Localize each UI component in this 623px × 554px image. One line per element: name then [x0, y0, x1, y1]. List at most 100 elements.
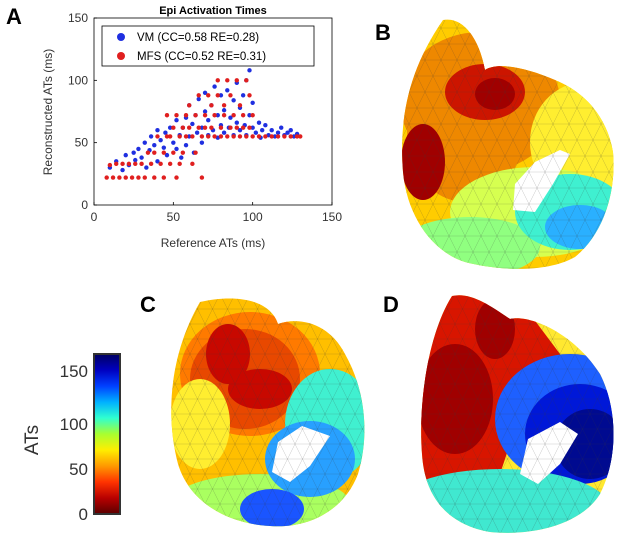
data-point-mfs: [212, 113, 217, 118]
mesh-triangle: [370, 294, 375, 309]
mesh-triangle: [560, 107, 578, 125]
mesh-triangle: [514, 383, 531, 400]
mesh-triangle: [189, 443, 206, 460]
mesh-triangle: [440, 219, 458, 237]
mesh-triangle: [514, 353, 531, 370]
mesh-triangle: [324, 413, 341, 430]
mesh-triangle: [174, 353, 191, 370]
mesh-triangle: [317, 368, 333, 385]
mesh-triangle: [576, 107, 594, 125]
mesh-triangle: [456, 219, 474, 237]
mesh-triangle: [522, 398, 538, 415]
data-point-mfs: [129, 175, 135, 180]
mesh-triangle: [544, 295, 561, 310]
mesh-triangle: [339, 383, 356, 400]
mesh-triangle: [439, 353, 456, 370]
data-point-mfs: [110, 175, 116, 180]
mesh-triangle: [182, 518, 198, 527]
mesh-triangle: [182, 428, 198, 445]
mesh-triangle: [402, 235, 418, 253]
mesh-triangle: [279, 323, 296, 340]
mesh-triangle: [424, 295, 441, 310]
data-point-mfs: [183, 134, 189, 139]
mesh-triangle: [492, 398, 508, 415]
data-point-mfs: [104, 175, 109, 180]
mesh-triangle: [212, 518, 228, 527]
mesh-triangle: [242, 428, 258, 445]
mesh-triangle: [257, 428, 273, 445]
mesh-triangle: [512, 19, 530, 29]
mesh-triangle: [362, 338, 365, 355]
data-point-mfs: [298, 134, 303, 139]
mesh-triangle: [302, 398, 318, 415]
mesh-triangle: [227, 488, 243, 505]
mesh-triangle: [576, 203, 594, 221]
mesh-triangle: [421, 518, 433, 533]
mesh-triangle: [537, 488, 553, 505]
data-point-mfs: [193, 113, 198, 118]
mesh-triangle: [480, 235, 498, 253]
mesh-triangle: [484, 473, 501, 490]
mesh-triangle: [242, 488, 258, 505]
mesh-triangle: [512, 43, 530, 61]
mesh-triangle: [354, 413, 365, 430]
data-point-mfs: [228, 125, 233, 130]
mesh-triangle: [529, 323, 546, 340]
mesh-triangle: [402, 123, 410, 141]
mesh-triangle: [597, 338, 613, 355]
mesh-triangle: [568, 155, 586, 173]
mesh-triangle: [544, 235, 562, 253]
mesh-triangle: [317, 518, 333, 527]
data-point-mfs: [209, 103, 214, 108]
mesh-triangle: [499, 353, 516, 370]
data-point-mfs: [139, 161, 144, 167]
mesh-triangle: [197, 458, 213, 475]
mesh-triangle: [512, 75, 530, 93]
mesh-triangle: [294, 443, 311, 460]
data-point-vm: [221, 108, 227, 113]
mesh-triangle: [339, 298, 356, 310]
mesh-triangle: [385, 44, 401, 60]
mesh-triangle: [456, 155, 474, 173]
mesh-triangle: [440, 155, 458, 173]
mesh-triangle: [408, 251, 426, 269]
mesh-triangle: [504, 123, 522, 141]
mesh-triangle: [488, 123, 506, 141]
mesh-triangle: [264, 413, 281, 430]
mesh-triangle: [454, 383, 471, 400]
data-point-mfs: [155, 134, 160, 139]
mesh-triangle: [362, 368, 365, 385]
mesh-triangle: [416, 139, 434, 157]
mesh-triangle: [472, 155, 490, 173]
mesh-triangle: [568, 187, 586, 205]
mesh-triangle: [249, 383, 266, 400]
mesh-triangle: [480, 139, 498, 157]
data-point-vm: [171, 140, 176, 145]
mesh-triangle: [512, 267, 530, 269]
data-point-mfs: [161, 150, 167, 155]
mesh-triangle: [612, 308, 614, 325]
mesh-triangle: [402, 107, 418, 125]
mesh-triangle: [272, 428, 288, 445]
mesh-triangle: [456, 187, 474, 205]
y-tick-label: 0: [81, 198, 88, 212]
mesh-triangle: [559, 473, 576, 490]
mesh-triangle: [302, 518, 318, 527]
mesh-triangle: [370, 414, 375, 429]
mesh-triangle: [432, 368, 448, 385]
mesh-triangle: [402, 219, 410, 237]
colorbar-tick-150: 150: [60, 362, 88, 381]
mesh-triangle: [242, 368, 258, 385]
data-point-vm: [279, 125, 284, 130]
mesh-triangle: [234, 473, 251, 490]
mesh-triangle: [264, 503, 281, 520]
mesh-triangle: [584, 59, 602, 77]
mesh-triangle: [529, 503, 546, 520]
mesh-triangle: [287, 428, 303, 445]
mesh-triangle: [567, 428, 583, 445]
mesh-triangle: [514, 413, 531, 430]
mesh-triangle: [536, 123, 554, 141]
mesh-triangle: [464, 203, 482, 221]
mesh-triangle: [560, 235, 578, 253]
mesh-triangle: [552, 59, 570, 77]
